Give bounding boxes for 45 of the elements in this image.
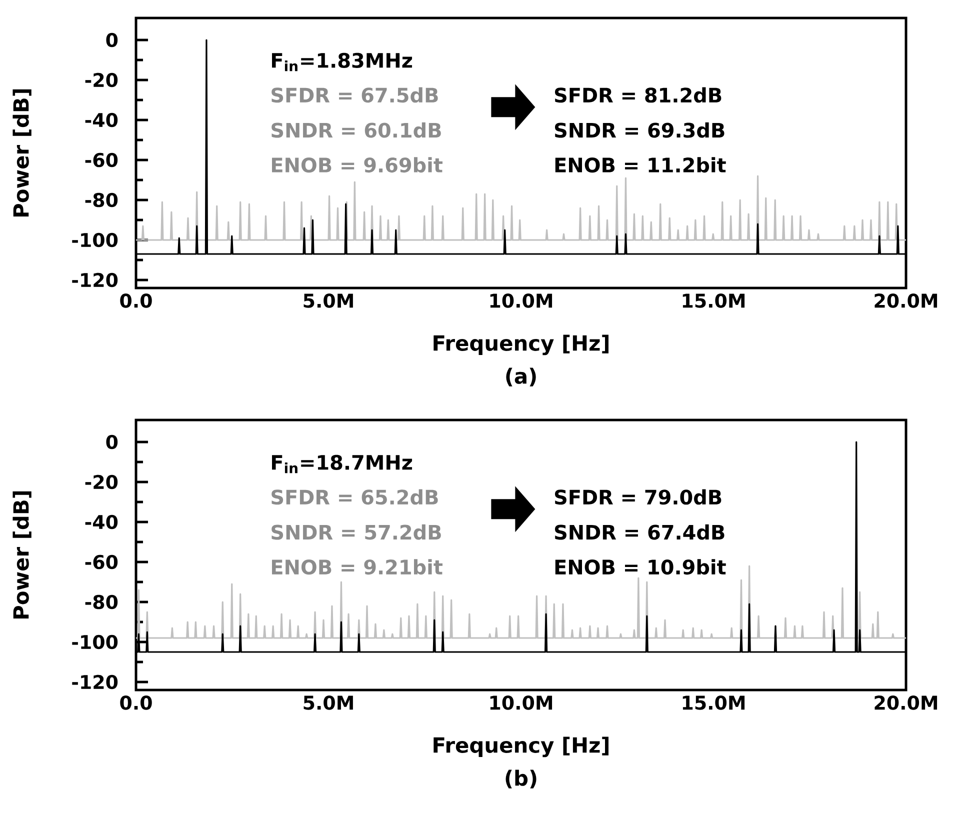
y-tick-label: 0 xyxy=(106,32,118,48)
y-tick-label: -20 xyxy=(85,72,118,88)
x-tick-label: 15.0M xyxy=(682,294,745,308)
x-tick-label: 5.0M xyxy=(304,696,353,710)
annotation: ENOB = 11.2bit xyxy=(555,157,726,173)
x-tick-label: 15.0M xyxy=(682,696,745,710)
annotation: SFDR = 79.0dB xyxy=(554,489,722,505)
y-tick-label: -100 xyxy=(72,232,118,248)
y-tick-label: -120 xyxy=(72,272,118,288)
annotation: SNDR = 57.2dB xyxy=(272,524,441,540)
annotation: SNDR = 60.1dB xyxy=(272,122,441,138)
x-tick-label: 5.0M xyxy=(304,294,353,308)
annotation: F$_{in}$=1.83MHz xyxy=(272,52,412,72)
x-tick-label: 10.0M xyxy=(490,294,552,308)
line-series xyxy=(136,175,906,241)
text: (a) xyxy=(506,368,536,386)
annotation: SFDR = 67.5dB xyxy=(272,87,438,103)
annotation: ENOB = 9.69bit xyxy=(272,157,442,173)
y-axis-title: Power [dB] xyxy=(12,89,32,217)
y-tick-label: -60 xyxy=(85,152,118,168)
y-tick-label: -20 xyxy=(85,474,118,490)
y-axis-title: Power [dB] xyxy=(12,491,32,619)
y-tick-label: -40 xyxy=(85,514,118,530)
x-axis-title: Frequency [Hz] xyxy=(434,334,608,356)
y-tick-label: -100 xyxy=(72,634,118,650)
x-tick-label: 0.0 xyxy=(120,294,152,308)
annotation: ENOB = 10.9bit xyxy=(555,559,726,575)
y-tick-label: -120 xyxy=(72,674,118,690)
y-tick-label: -40 xyxy=(85,112,118,128)
y-tick-label: -80 xyxy=(85,192,118,208)
x-tick-label: 20.0M xyxy=(874,696,938,710)
x-axis-title: Frequency [Hz] xyxy=(434,736,608,758)
annotation: F$_{in}$=18.7MHz xyxy=(272,454,412,474)
x-tick-label: 0.0 xyxy=(120,696,152,710)
y-tick-label: -60 xyxy=(85,554,118,570)
annotation: SNDR = 69.3dB xyxy=(554,122,724,138)
annotation: SNDR = 67.4dB xyxy=(554,524,724,540)
y-tick-label: 0 xyxy=(106,434,118,450)
annotation: SFDR = 65.2dB xyxy=(272,489,438,505)
annotation: ENOB = 9.21bit xyxy=(272,559,442,575)
text: (b) xyxy=(506,770,536,788)
y-tick-label: -80 xyxy=(85,594,118,610)
x-tick-label: 20.0M xyxy=(874,294,938,308)
annotation: SFDR = 81.2dB xyxy=(554,87,722,103)
x-tick-label: 10.0M xyxy=(490,696,552,710)
